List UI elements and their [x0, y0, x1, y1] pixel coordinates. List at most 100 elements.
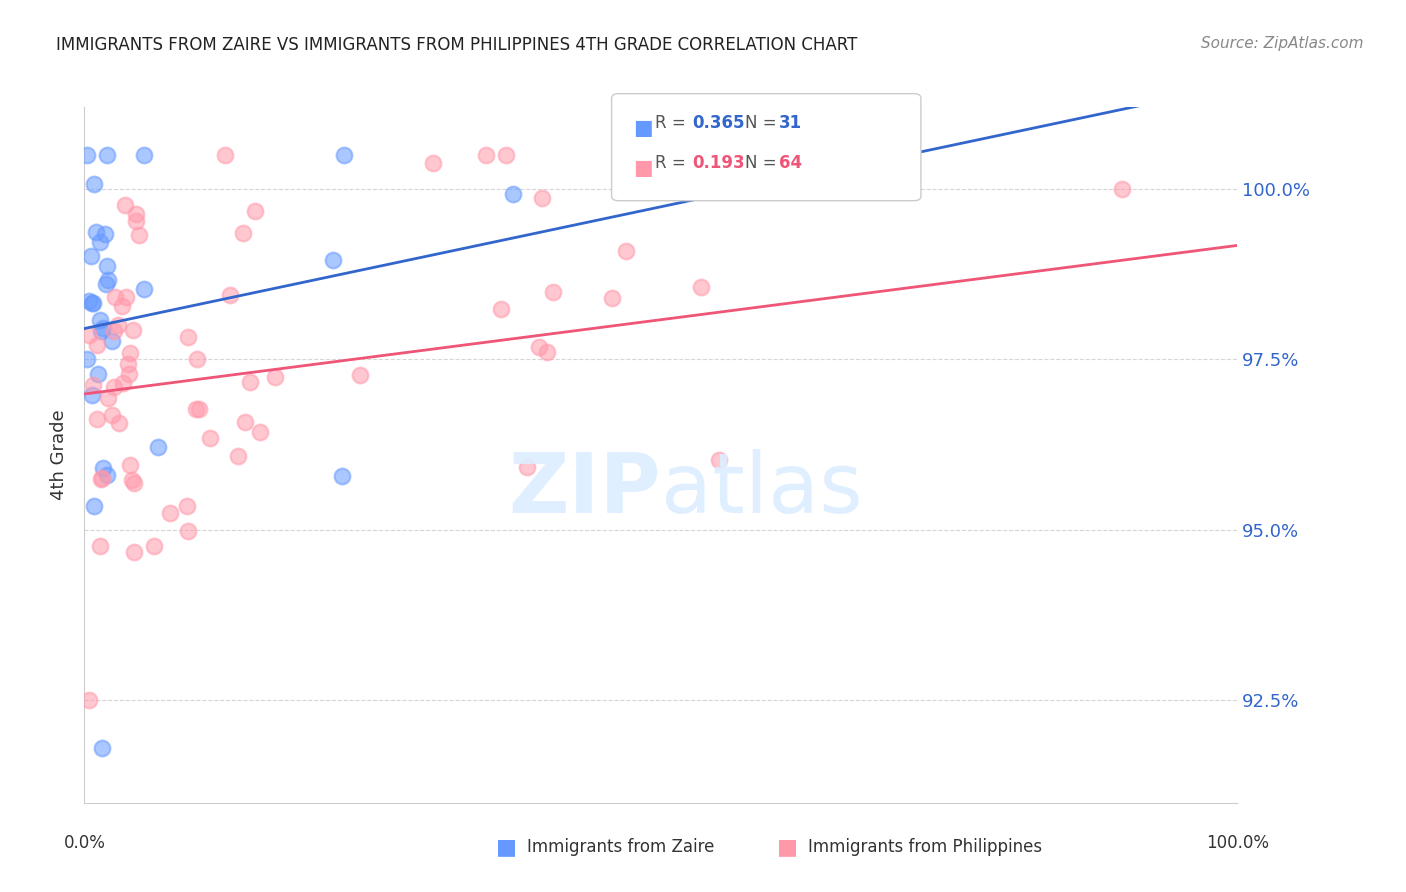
Text: 31: 31	[779, 114, 801, 132]
Point	[125, 207, 148, 221]
Point	[83, 500, 105, 514]
Point	[128, 227, 150, 242]
Point	[422, 156, 444, 170]
Point	[159, 506, 181, 520]
Point	[82, 296, 104, 310]
Point	[97, 392, 120, 406]
Point	[264, 370, 287, 384]
Point	[89, 539, 111, 553]
Point	[146, 440, 169, 454]
Point	[122, 323, 145, 337]
Point	[96, 148, 118, 162]
Point	[529, 340, 551, 354]
Point	[77, 293, 100, 308]
Text: R =: R =	[655, 114, 692, 132]
Text: ZIP: ZIP	[509, 450, 661, 530]
Point	[474, 148, 496, 162]
Point	[83, 178, 105, 192]
Point	[86, 338, 108, 352]
Point	[101, 408, 124, 422]
Text: N =: N =	[745, 114, 782, 132]
Point	[107, 318, 129, 333]
Point	[118, 346, 141, 360]
Point	[176, 500, 198, 514]
Text: 0.193: 0.193	[692, 154, 744, 172]
Point	[118, 458, 141, 472]
Point	[1111, 182, 1133, 196]
Point	[235, 415, 257, 429]
Text: R =: R =	[655, 154, 692, 172]
Point	[77, 693, 100, 707]
Point	[89, 235, 111, 249]
Text: 0.0%: 0.0%	[63, 834, 105, 852]
Point	[90, 471, 112, 485]
Point	[91, 320, 114, 334]
Text: ■: ■	[778, 838, 797, 857]
Point	[530, 191, 553, 205]
Point	[495, 148, 517, 162]
Point	[541, 285, 564, 299]
Point	[115, 290, 138, 304]
Point	[322, 253, 344, 268]
Point	[177, 330, 200, 344]
Point	[118, 368, 141, 382]
Text: ■: ■	[496, 838, 516, 857]
Point	[243, 204, 266, 219]
Point	[110, 299, 132, 313]
Point	[77, 328, 100, 343]
Point	[80, 250, 103, 264]
Point	[101, 334, 124, 348]
Point	[97, 272, 120, 286]
Point	[94, 277, 117, 291]
Point	[516, 459, 538, 474]
Point	[186, 352, 208, 367]
Text: N =: N =	[745, 154, 782, 172]
Text: 100.0%: 100.0%	[1206, 834, 1268, 852]
Point	[600, 291, 623, 305]
Text: atlas: atlas	[661, 450, 862, 530]
Point	[707, 453, 730, 467]
Text: Source: ZipAtlas.com: Source: ZipAtlas.com	[1201, 36, 1364, 51]
Point	[86, 225, 108, 239]
Point	[200, 431, 222, 445]
Point	[349, 368, 371, 383]
Text: ■: ■	[633, 118, 652, 137]
Point	[187, 401, 209, 416]
Text: ■: ■	[633, 158, 652, 178]
Point	[89, 313, 111, 327]
Point	[86, 412, 108, 426]
Point	[502, 187, 524, 202]
Point	[176, 524, 198, 538]
Point	[214, 148, 236, 162]
Point	[249, 425, 271, 440]
Point	[132, 148, 155, 162]
Point	[121, 473, 143, 487]
Point	[93, 461, 115, 475]
Point	[491, 301, 513, 316]
Point	[112, 376, 135, 390]
Point	[219, 288, 242, 302]
Y-axis label: 4th Grade: 4th Grade	[51, 409, 69, 500]
Point	[122, 475, 145, 490]
Point	[87, 367, 110, 381]
Point	[134, 282, 156, 296]
Point	[125, 214, 148, 228]
Point	[690, 280, 713, 294]
Point	[103, 380, 125, 394]
Text: Immigrants from Zaire: Immigrants from Zaire	[527, 838, 714, 856]
Point	[76, 352, 98, 367]
Text: 0.365: 0.365	[692, 114, 744, 132]
Point	[108, 417, 131, 431]
Point	[96, 259, 118, 273]
Point	[94, 227, 117, 242]
Point	[142, 539, 165, 553]
Point	[104, 290, 127, 304]
Point	[103, 324, 125, 338]
Point	[96, 468, 118, 483]
Point	[80, 296, 103, 310]
Point	[232, 226, 254, 240]
Point	[90, 741, 112, 756]
Point	[184, 401, 207, 416]
Text: 64: 64	[779, 154, 801, 172]
Point	[76, 148, 98, 162]
